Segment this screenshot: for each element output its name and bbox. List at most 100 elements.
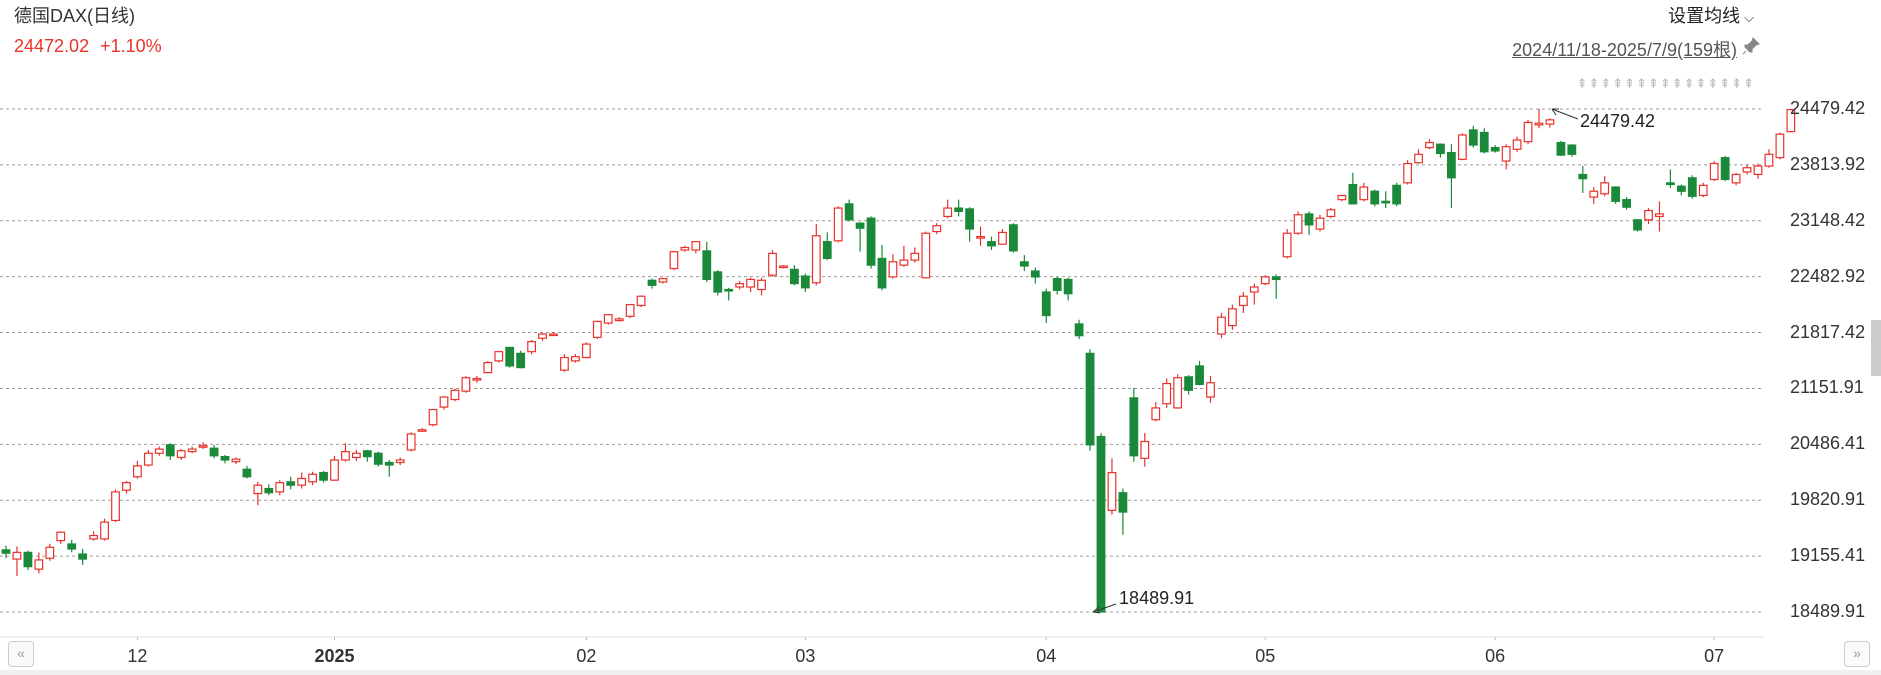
candle [976, 226, 985, 246]
candle [811, 224, 821, 286]
scroll-left-button[interactable]: « [8, 641, 34, 667]
candle-body [1359, 186, 1369, 201]
candle [724, 287, 734, 301]
candle [1074, 319, 1084, 340]
candle-body [100, 521, 109, 540]
candle-body [1720, 157, 1730, 181]
candle-body [1523, 121, 1533, 143]
candle [1041, 288, 1051, 324]
pin-icon[interactable] [1741, 36, 1761, 56]
candle-body [965, 208, 974, 230]
candle [1282, 229, 1292, 259]
candlestick-chart[interactable]: 24479.42 18489.91 [0, 0, 1881, 640]
candle-body [1545, 119, 1555, 125]
candle-body [1381, 200, 1391, 204]
candle [1118, 488, 1128, 535]
candle [406, 432, 416, 452]
candle-body [527, 340, 536, 353]
candle [1501, 144, 1511, 170]
candle [1008, 223, 1018, 253]
candle [1457, 133, 1467, 161]
candle [1096, 433, 1106, 613]
candle-body [560, 356, 569, 371]
candle [428, 408, 438, 427]
candle-body [1392, 184, 1402, 205]
candle-body [111, 491, 120, 522]
candle [1633, 218, 1642, 232]
candle-body [56, 531, 66, 542]
candle [768, 250, 777, 277]
low-annotation-arrowhead [1092, 606, 1101, 614]
candle-body [1600, 182, 1610, 195]
candle-body [133, 465, 142, 478]
candle-body [1786, 109, 1796, 133]
candle-body [954, 207, 964, 213]
candle [1107, 458, 1117, 515]
x-tick-label: 03 [795, 646, 816, 666]
y-tick-label: 20486.41 [1790, 433, 1866, 454]
candle-body [899, 259, 909, 266]
candle-body [1063, 278, 1073, 295]
candle-body [1173, 377, 1183, 409]
candle [352, 449, 361, 461]
candle [516, 350, 526, 369]
candle [1140, 433, 1150, 467]
y-tick-label: 18489.91 [1790, 601, 1866, 621]
candle-body [461, 377, 471, 392]
candle-body [713, 271, 723, 293]
x-tick-label: 06 [1485, 646, 1506, 666]
candle [965, 207, 974, 242]
candle-body [78, 553, 88, 560]
candle [1, 545, 11, 559]
candle [1293, 211, 1303, 235]
candle-body [1753, 165, 1763, 176]
candle-body [122, 482, 131, 491]
candle [1063, 277, 1073, 301]
candle [1720, 155, 1730, 182]
candle-body [505, 346, 515, 367]
x-tick-label: 07 [1704, 646, 1725, 666]
candle [187, 446, 197, 454]
candle [111, 489, 120, 523]
candle [286, 476, 296, 490]
candle-body [800, 275, 810, 289]
candle-body [264, 487, 274, 494]
candle [1436, 143, 1445, 158]
candle [220, 454, 230, 464]
candle [308, 471, 317, 486]
toolbar-arrows[interactable]: ⇞⇞⇞⇞⇞⇞⇞⇞⇞⇞⇞⇞⇞⇞⇞ [1576, 76, 1755, 91]
y-tick-label: 23148.42 [1790, 209, 1866, 230]
candle [910, 247, 920, 263]
y-tick-label: 23813.92 [1790, 153, 1866, 174]
date-range-link[interactable]: 2024/11/18-2025/7/9(159根) [1512, 40, 1737, 60]
candle-body [176, 450, 186, 459]
candle [122, 480, 131, 494]
candle-body [1622, 199, 1632, 208]
ma-settings-button[interactable]: 设置均线 ⌵ [1668, 2, 1754, 28]
candle-body [439, 396, 449, 408]
candle-body [1479, 131, 1489, 153]
candle-body [12, 551, 22, 560]
candle-body [1501, 146, 1511, 162]
candle-body [779, 265, 788, 269]
candle [297, 472, 307, 489]
candle-body [1490, 146, 1500, 152]
candle [592, 320, 602, 340]
candle [1731, 172, 1741, 186]
candle [461, 376, 471, 393]
candle-body [330, 459, 339, 481]
candle [987, 236, 996, 251]
candle-body [822, 241, 832, 260]
side-panel-handle[interactable] [1871, 320, 1881, 376]
candle-body [1008, 224, 1018, 252]
candle-body [1731, 173, 1741, 184]
y-tick-label: 22482.92 [1790, 265, 1866, 286]
candle [877, 244, 887, 291]
scroll-right-button[interactable]: » [1844, 641, 1870, 667]
horizontal-scrollbar[interactable] [0, 670, 1881, 675]
candle [1052, 276, 1062, 295]
y-tick-label: 21151.91 [1790, 377, 1864, 398]
candle-body [319, 471, 328, 481]
candle-body [1, 549, 11, 554]
candle-body [1096, 435, 1106, 613]
